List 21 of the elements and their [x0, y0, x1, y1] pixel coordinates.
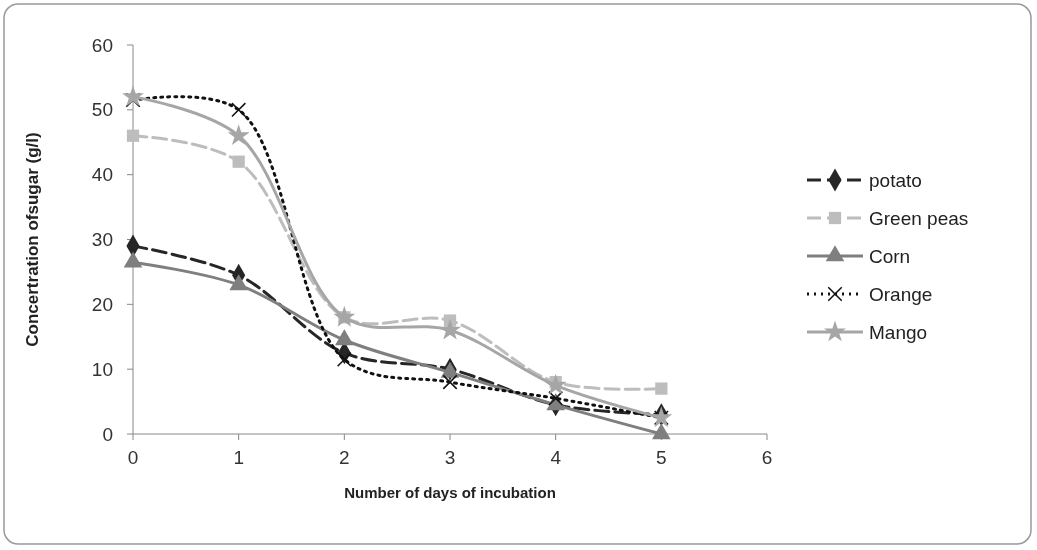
y-axis-title: Concertration ofsugar (g/l): [23, 132, 42, 347]
y-tick-label: 0: [102, 423, 113, 445]
legend-label: Green peas: [869, 207, 969, 229]
x-axis-title: Number of days of incubation: [344, 484, 556, 501]
y-tick-label: 30: [91, 229, 113, 251]
x-tick-label: 6: [761, 447, 773, 468]
x-tick-label: 1: [233, 447, 244, 468]
legend-label: Corn: [869, 245, 911, 267]
y-tick-label: 50: [91, 99, 113, 121]
x-tick-label: 4: [550, 447, 562, 468]
y-tick-label: 10: [91, 358, 113, 380]
x-tick-label: 2: [339, 447, 350, 468]
legend-label: potato: [869, 169, 922, 191]
legend-label: Orange: [869, 283, 933, 305]
y-tick-label: 40: [91, 164, 113, 186]
legend-label: Mango: [869, 321, 928, 343]
x-tick-label: 3: [444, 447, 456, 468]
y-tick-label: 60: [91, 34, 113, 56]
x-tick-label: 0: [127, 447, 139, 468]
y-tick-label: 20: [91, 293, 113, 315]
x-tick-label: 5: [656, 447, 667, 468]
